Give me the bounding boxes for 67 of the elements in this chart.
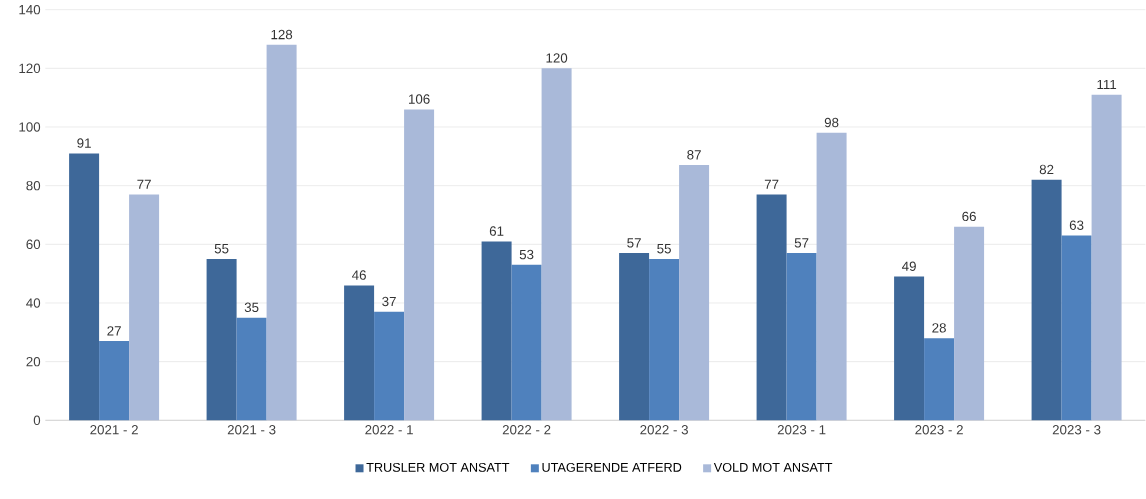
y-tick-label: 80 [26,180,41,191]
bar [481,241,512,421]
data-label: 46 [351,270,366,280]
bar [1031,179,1062,421]
data-label: 128 [271,29,293,40]
data-label: 61 [489,226,504,236]
bar [206,258,237,421]
data-label: 91 [77,138,91,148]
bar [236,317,267,421]
data-label: 57 [794,238,809,248]
bar [69,153,100,421]
data-label: 106 [409,94,430,104]
y-tick-label: 40 [26,298,41,308]
bar [954,226,985,421]
bar [649,258,680,421]
y-tick-label: 60 [26,239,41,250]
x-tick-label: 2022 - 3 [640,425,688,435]
data-label: 27 [107,326,121,336]
data-label: 37 [382,296,396,307]
data-label: 98 [824,117,839,128]
bar [1091,94,1122,421]
y-tick-label: 0 [33,415,41,426]
bar [404,109,435,421]
legend-label: TRUSLER MOT ANSATT [366,462,510,472]
data-label: 77 [764,179,779,189]
bar [786,253,817,421]
y-tick-label: 20 [26,356,41,367]
bar [756,194,787,421]
bar [129,194,160,421]
data-label: 35 [244,302,259,313]
legend-label: VOLD MOT ANSATT [713,462,833,472]
y-tick-label: 120 [19,63,41,74]
data-label: 63 [1069,220,1084,230]
x-tick-label: 2021 - 3 [227,425,276,435]
bar [1061,235,1092,421]
y-tick-label: 140 [19,4,41,15]
data-label: 77 [137,179,151,189]
data-label: 28 [932,323,946,333]
data-label: 82 [1039,164,1054,175]
x-tick-label: 2023 - 2 [915,425,963,435]
x-tick-label: 2022 - 2 [502,425,551,435]
x-tick-label: 2021 - 2 [90,425,138,435]
bar [541,68,572,421]
bar [266,44,297,421]
x-tick-label: 2023 - 3 [1052,425,1101,435]
legend-label: UTAGERENDE ATFERD [542,462,682,472]
bar [816,132,847,421]
bar [374,311,405,421]
bar [924,338,955,421]
x-tick-label: 2022 - 1 [365,425,413,435]
data-label: 120 [546,53,568,63]
data-label: 49 [901,261,916,271]
bar [344,285,375,421]
data-label: 55 [214,244,229,254]
data-label: 57 [627,238,641,248]
bar [894,276,925,421]
bar [679,165,710,421]
data-label: 53 [519,249,534,260]
data-label: 55 [657,244,671,254]
bar [511,264,542,421]
bar [99,341,130,421]
data-label: 87 [687,150,701,160]
data-label: 66 [962,211,976,222]
x-tick-label: 2023 - 1 [777,425,826,435]
bar [619,253,650,421]
y-tick-label: 100 [19,122,41,132]
data-label: 111 [1097,79,1117,90]
